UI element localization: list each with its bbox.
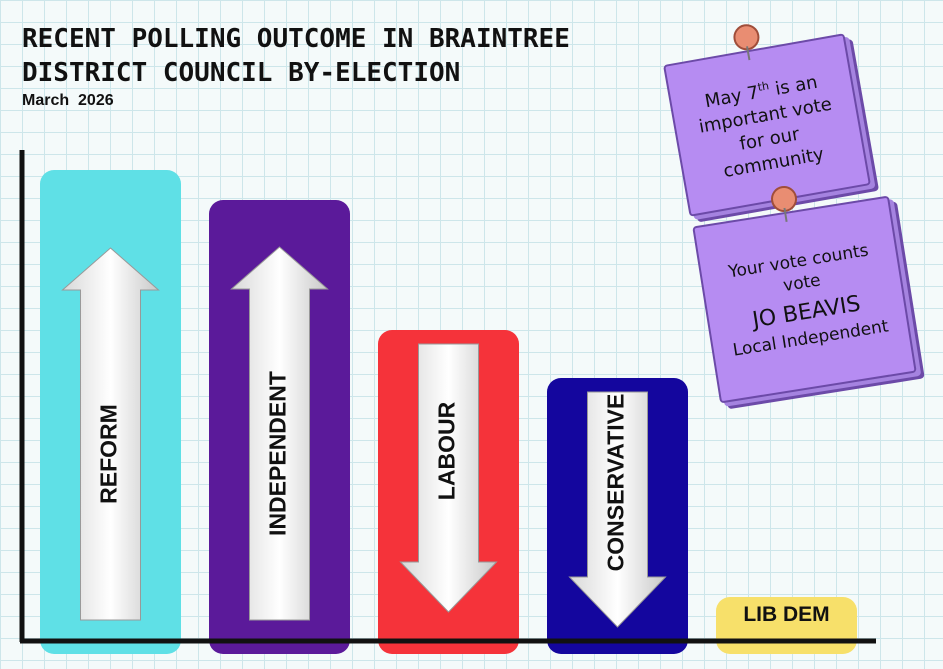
sticky-note-candidate: Your vote counts vote JO BEAVIS Local In… <box>692 184 917 404</box>
arrow-up-icon <box>61 247 160 621</box>
chart-subtitle: March 2026 <box>22 92 114 109</box>
arrow-up-icon <box>230 246 329 621</box>
arrow-down-icon <box>399 343 498 613</box>
sticky-note-vote-date: May 7th is an important vote for our com… <box>663 22 871 217</box>
bar-label: LABOUR <box>434 401 460 500</box>
bar-label: CONSERVATIVE <box>603 394 629 572</box>
bar-label: INDEPENDENT <box>265 371 291 536</box>
note-text: vote <box>781 269 822 296</box>
arrow-down-icon <box>568 391 667 628</box>
bar-label: REFORM <box>96 404 122 504</box>
chart-title: RECENT POLLING OUTCOME IN BRAINTREE DIST… <box>22 24 570 88</box>
bar-label: LIB DEM <box>743 603 829 626</box>
